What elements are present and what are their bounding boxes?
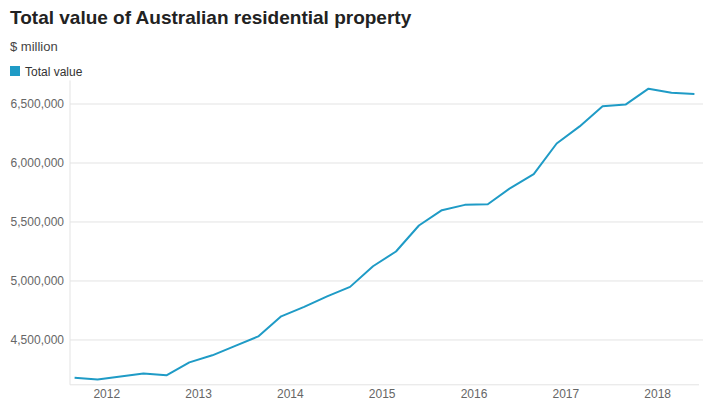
grid-line bbox=[70, 221, 703, 222]
y-tick-label: 5,000,000 bbox=[11, 274, 65, 288]
grid-line bbox=[70, 280, 703, 281]
x-tick-label: 2016 bbox=[461, 387, 488, 401]
legend-label: Total value bbox=[25, 65, 83, 79]
x-tick-label: 2013 bbox=[185, 387, 212, 401]
title: Total value of Australian residential pr… bbox=[10, 7, 412, 28]
x-axis-line bbox=[70, 384, 699, 385]
y-tick-label: 6,500,000 bbox=[11, 97, 65, 111]
line-series bbox=[75, 89, 695, 380]
grid-line bbox=[70, 339, 703, 340]
legend-swatch bbox=[10, 66, 20, 76]
subtitle: $ million bbox=[10, 39, 58, 54]
x-tick-label: 2015 bbox=[369, 387, 396, 401]
x-tick-label: 2018 bbox=[644, 387, 671, 401]
y-axis-line bbox=[70, 80, 71, 384]
y-tick-label: 4,500,000 bbox=[11, 333, 65, 347]
y-tick-label: 5,500,000 bbox=[11, 215, 65, 229]
plot-area bbox=[75, 89, 695, 380]
x-tick-label: 2017 bbox=[553, 387, 580, 401]
x-tick-label: 2012 bbox=[93, 387, 120, 401]
x-tick-label: 2014 bbox=[277, 387, 304, 401]
chart: Total value of Australian residential pr… bbox=[0, 0, 703, 406]
grid-line bbox=[70, 162, 703, 163]
y-tick-label: 6,000,000 bbox=[11, 156, 65, 170]
grid-line bbox=[70, 103, 703, 104]
